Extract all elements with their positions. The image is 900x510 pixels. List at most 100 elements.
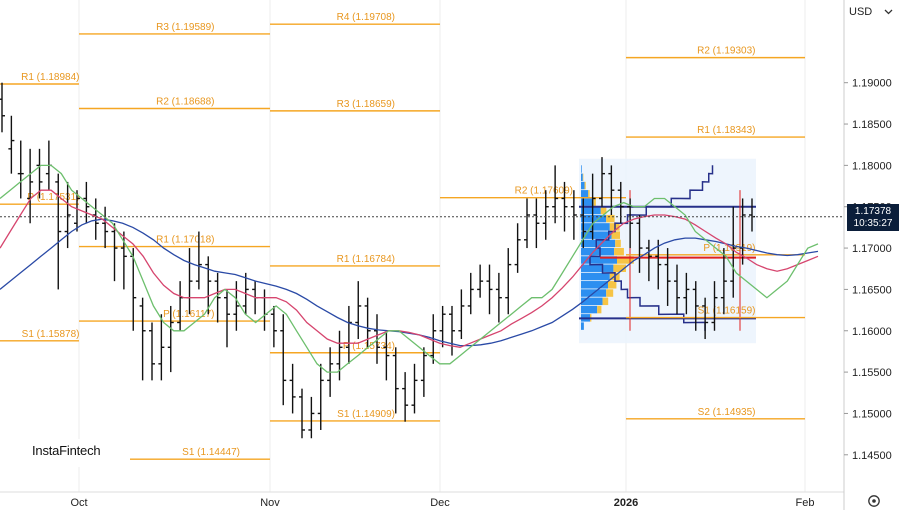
profile-bar-yellow (606, 214, 615, 223)
candle (55, 173, 62, 290)
candle (692, 281, 699, 331)
profile-bar-yellow (584, 181, 586, 190)
candle (420, 347, 427, 397)
currency-label: USD (849, 6, 873, 18)
candle (374, 314, 380, 364)
profile-bar-yellow (608, 281, 617, 289)
profile-bar-blue (581, 239, 616, 248)
candle (702, 297, 709, 340)
profile-bar-blue (581, 190, 589, 198)
profile-bar-blue (581, 214, 607, 223)
profile-bar-yellow (602, 297, 609, 306)
profile-outline (589, 165, 714, 331)
pivot-label: R4 (1.19708) (337, 12, 395, 23)
y-tick-label: 1.18500 (852, 119, 892, 131)
ma-green-line (0, 164, 819, 373)
candle (627, 198, 634, 249)
candle (308, 396, 315, 439)
profile-bar-blue (581, 206, 601, 215)
candle (317, 363, 324, 430)
candle (608, 165, 615, 215)
y-tick-label: 1.15500 (852, 367, 892, 379)
pivot-label: P (1.17531) (27, 192, 79, 203)
profile-bar-yellow (614, 247, 624, 256)
candle (27, 148, 34, 224)
profile-bar-blue (581, 223, 610, 231)
candle (149, 322, 155, 381)
pivot-label: S1 (1.15878) (22, 329, 80, 340)
candle (402, 372, 409, 422)
candle (224, 289, 230, 348)
profile-bar-yellow (597, 305, 602, 314)
candle (533, 198, 540, 249)
profile-bar-blue (581, 181, 585, 190)
candle (392, 347, 399, 414)
candle (8, 115, 15, 174)
profile-bar-yellow (611, 231, 620, 239)
candle (467, 272, 474, 315)
candle (345, 305, 352, 364)
candle (720, 248, 727, 315)
profile-bar-blue (581, 165, 582, 173)
candle (552, 165, 559, 224)
candle (167, 305, 174, 373)
candle (0, 82, 5, 133)
profile-bar-blue (581, 281, 608, 289)
candle (664, 248, 671, 306)
current-price-value: 1.17378 (854, 205, 892, 217)
watermark-logo: InstaFintech (0, 439, 122, 467)
candle (214, 272, 221, 323)
pivot-label: R1 (1.18343) (697, 125, 755, 136)
candle (139, 297, 146, 381)
profile-bar-yellow (588, 190, 590, 198)
candle (589, 173, 596, 240)
current-price-tag: 1.17378 10:35:27 (847, 203, 899, 231)
y-tick-label: 1.17000 (852, 243, 892, 255)
candle (542, 190, 549, 240)
candle (674, 264, 680, 315)
pivot-label: S1 (1.16159) (698, 306, 756, 317)
candle (120, 231, 127, 290)
candle (411, 363, 418, 414)
pivot-label: R1 (1.18984) (21, 72, 79, 83)
candle (570, 190, 577, 240)
x-tick-label: Oct (70, 497, 87, 509)
candle (495, 272, 502, 323)
profile-bar-yellow (582, 173, 584, 182)
candle (683, 272, 690, 315)
pivot-label: P (1.16117) (163, 309, 214, 320)
candle (270, 305, 277, 348)
currency-selector[interactable]: USD (846, 2, 896, 22)
bar-countdown: 10:35:27 (853, 217, 893, 229)
y-tick-label: 1.16000 (852, 326, 892, 338)
ma-red-line (0, 189, 819, 348)
pivot-label: S1 (1.14447) (182, 447, 240, 458)
profile-bar-blue (581, 256, 617, 264)
candle (645, 239, 652, 282)
candle (477, 264, 484, 298)
candle (730, 206, 737, 298)
y-tick-label: 1.14500 (852, 450, 892, 462)
profile-bar-yellow (617, 256, 634, 264)
candle (711, 281, 718, 331)
candle (299, 388, 305, 439)
candle (514, 223, 521, 273)
pivot-label: S1 (1.14909) (337, 409, 395, 420)
y-tick-label: 1.15000 (852, 408, 892, 420)
candle (111, 223, 118, 282)
gear-icon[interactable] (866, 494, 882, 510)
profile-bar-yellow (606, 289, 614, 297)
pivot-label: R2 (1.17609) (515, 186, 573, 197)
candle (177, 281, 184, 331)
candle (739, 198, 746, 265)
candle (158, 314, 165, 381)
profile-bar-blue (581, 264, 614, 272)
profile-bar-blue (581, 198, 594, 206)
profile-bar-yellow (593, 198, 596, 206)
x-tick-label: 2026 (614, 497, 638, 509)
y-tick-label: 1.19000 (852, 78, 892, 90)
pivot-label: R1 (1.16784) (337, 254, 395, 265)
profile-bar-yellow (613, 264, 626, 272)
